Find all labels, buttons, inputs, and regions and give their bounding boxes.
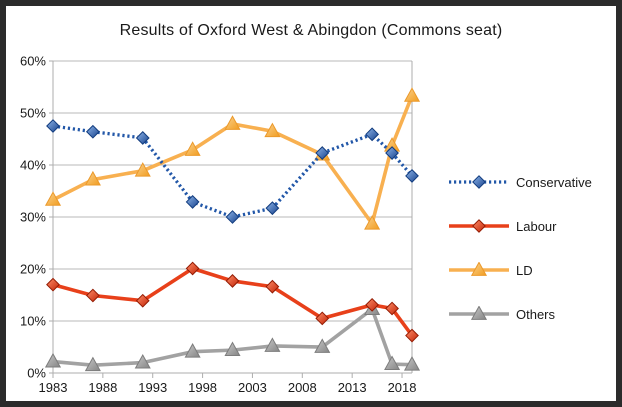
- data-point-conservative: [365, 127, 380, 142]
- data-point-others: [44, 352, 62, 368]
- x-tick-label: 2003: [238, 380, 267, 395]
- y-tick-label: 0%: [27, 366, 46, 381]
- x-tick-label: 1998: [188, 380, 217, 395]
- x-tick-label: 2018: [388, 380, 417, 395]
- data-point-ld: [44, 191, 62, 206]
- data-point-labour: [385, 301, 399, 316]
- data-point-others: [403, 356, 421, 371]
- x-tick-label: 2013: [338, 380, 367, 395]
- x-tick-label: 1993: [138, 380, 167, 395]
- series-line-others: [52, 306, 413, 368]
- data-point-conservative: [315, 146, 330, 160]
- data-point-labour: [46, 277, 60, 292]
- x-tick-label: 1988: [88, 380, 117, 395]
- plot-area: 0% 10% 20% 30% 40% 50% 60% 1983 1988 1993 1998 2003…: [20, 54, 421, 395]
- data-point-ld: [84, 170, 101, 186]
- series-line-ld: [52, 95, 414, 228]
- y-tick-label: 10%: [20, 314, 46, 329]
- data-point-ld: [184, 141, 201, 156]
- data-point-others: [264, 337, 281, 352]
- data-point-conservative: [135, 131, 150, 145]
- data-point-ld: [403, 87, 421, 102]
- y-tick-label: 20%: [20, 262, 46, 277]
- chart-title: Results of Oxford West & Abingdon (Commo…: [119, 22, 503, 39]
- x-tick-label: 2008: [288, 380, 317, 395]
- data-point-labour: [185, 261, 200, 276]
- data-point-labour: [265, 279, 280, 294]
- data-point-labour: [315, 311, 330, 326]
- data-point-labour: [135, 293, 150, 308]
- y-tick-label: 40%: [20, 158, 46, 173]
- data-point-conservative: [265, 201, 280, 216]
- y-tick-label: 30%: [20, 210, 46, 225]
- data-point-labour: [85, 288, 100, 303]
- data-point-ld: [224, 115, 241, 130]
- data-point-others: [84, 356, 101, 372]
- data-point-labour: [225, 274, 240, 288]
- y-tick-label: 50%: [20, 106, 46, 121]
- data-point-others: [184, 343, 201, 358]
- data-point-conservative: [385, 146, 399, 160]
- series-line-labour: [52, 266, 414, 337]
- y-tick-label: 60%: [20, 54, 46, 69]
- data-point-others: [134, 353, 151, 369]
- data-point-others: [224, 341, 241, 357]
- data-point-others: [314, 338, 331, 353]
- x-tick-label: 1983: [39, 380, 68, 395]
- series-line-conservative: [52, 124, 414, 219]
- data-point-ld: [264, 122, 281, 138]
- data-point-labour: [405, 328, 419, 343]
- data-point-conservative: [185, 195, 200, 209]
- data-point-others: [384, 355, 401, 371]
- data-point-conservative: [46, 119, 60, 133]
- data-point-ld: [134, 162, 151, 177]
- data-point-labour: [365, 297, 380, 312]
- data-point-conservative: [405, 169, 419, 183]
- data-point-conservative: [85, 124, 100, 139]
- data-point-conservative: [225, 210, 240, 224]
- data-point-ld: [364, 215, 381, 230]
